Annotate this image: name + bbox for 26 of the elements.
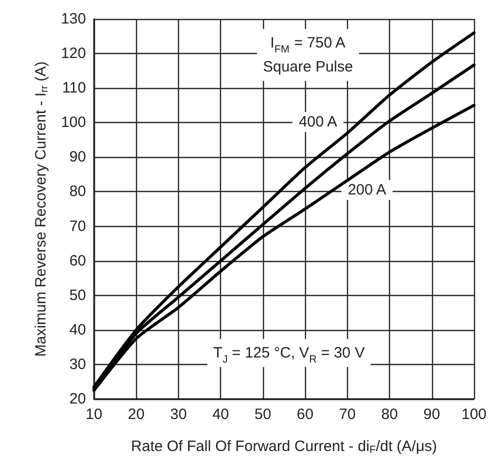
x-tick-label: 30 — [170, 406, 187, 423]
x-tick-label: 20 — [128, 406, 145, 423]
y-tick-label: 90 — [69, 148, 86, 166]
y-tick-label: 30 — [69, 356, 86, 373]
y-tick-label: 130 — [60, 10, 86, 28]
x-tick-label: 100 — [461, 406, 487, 423]
annotation: 400 A — [298, 114, 338, 130]
y-tick-label: 110 — [62, 80, 86, 97]
y-tick-label: 100 — [60, 114, 86, 132]
y-tick-label: 70 — [69, 218, 86, 235]
y-tick-label: 120 — [60, 45, 86, 62]
y-tick-label: 50 — [69, 286, 86, 304]
y-tick-label: 80 — [69, 183, 86, 200]
x-tick-label: 50 — [254, 406, 272, 423]
y-axis-title: Maximum Reverse Recovery Current - Irr (A) — [32, 61, 51, 357]
x-tick-label: 90 — [423, 406, 440, 423]
x-tick-label: 40 — [212, 406, 230, 423]
y-tick-label: 40 — [69, 321, 86, 338]
x-tick-label: 70 — [338, 406, 356, 423]
x-tick-label: 60 — [296, 406, 314, 423]
x-tick-label: 10 — [86, 406, 102, 423]
x-tick-label: 80 — [381, 406, 398, 423]
annotation: 200 A — [348, 182, 386, 198]
y-tick-label: 20 — [69, 390, 86, 408]
annotation: Square Pulse — [262, 58, 354, 76]
y-tick-label: 60 — [69, 252, 86, 270]
